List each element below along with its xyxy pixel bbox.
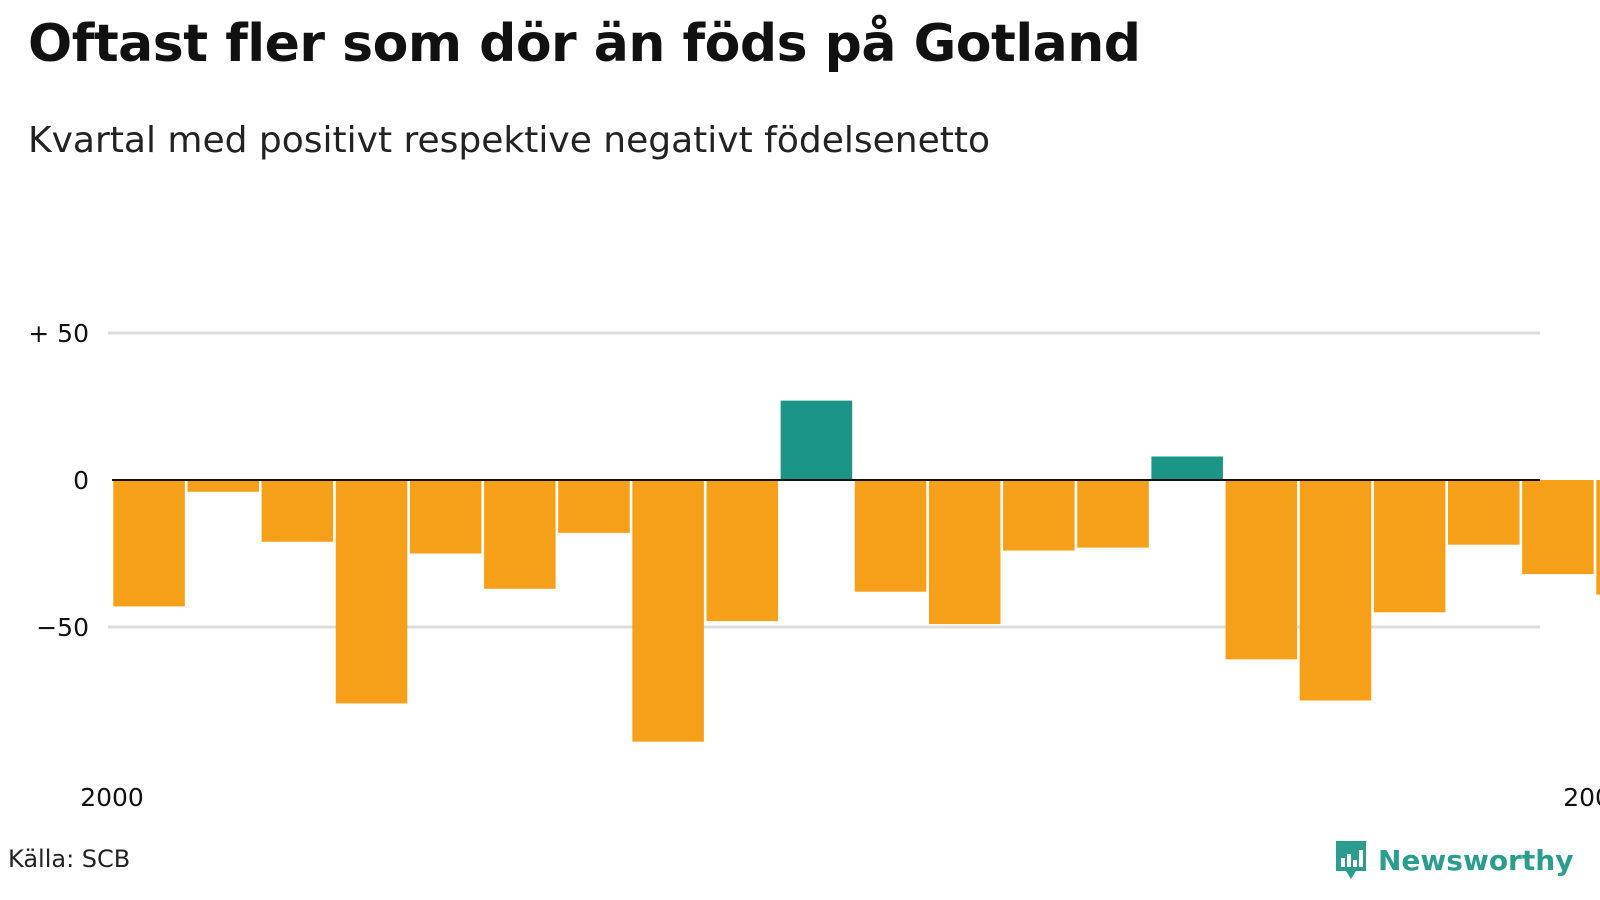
bar [780,400,853,480]
bar [1151,456,1223,480]
bars [113,400,1600,742]
source-note: Källa: SCB [8,845,131,873]
bar [558,480,630,533]
brand-name: Newsworthy [1378,843,1574,877]
bar [632,480,704,742]
x-tick-label: 2005 [1563,783,1600,812]
chart-title: Oftast fler som dör än föds på Gotland [28,14,1141,74]
bar [335,480,408,704]
bar [484,480,556,589]
x-tick-label: 2000 [80,783,144,812]
y-tick-label: −50 [36,613,89,642]
chart-subtitle: Kvartal med positivt respektive negativt… [28,120,990,161]
tick-labels: + 500−5020002005201020152020 [28,319,1600,812]
bar [1003,480,1075,551]
y-tick-label: + 50 [28,319,89,348]
bar [187,480,259,492]
brand-logo: Newsworthy [1334,838,1573,882]
bar [113,480,185,607]
bar [1373,480,1446,613]
bar [706,480,779,622]
bar [928,480,1001,625]
bar [1299,480,1372,701]
bar [1596,480,1600,595]
bar-chart-logo-icon [1336,841,1366,879]
bar [854,480,927,592]
bar [261,480,334,542]
bar [1522,480,1594,575]
bar [1448,480,1520,545]
bar [1225,480,1298,660]
bar [1077,480,1149,548]
bar [409,480,482,554]
y-tick-label: 0 [73,466,89,495]
